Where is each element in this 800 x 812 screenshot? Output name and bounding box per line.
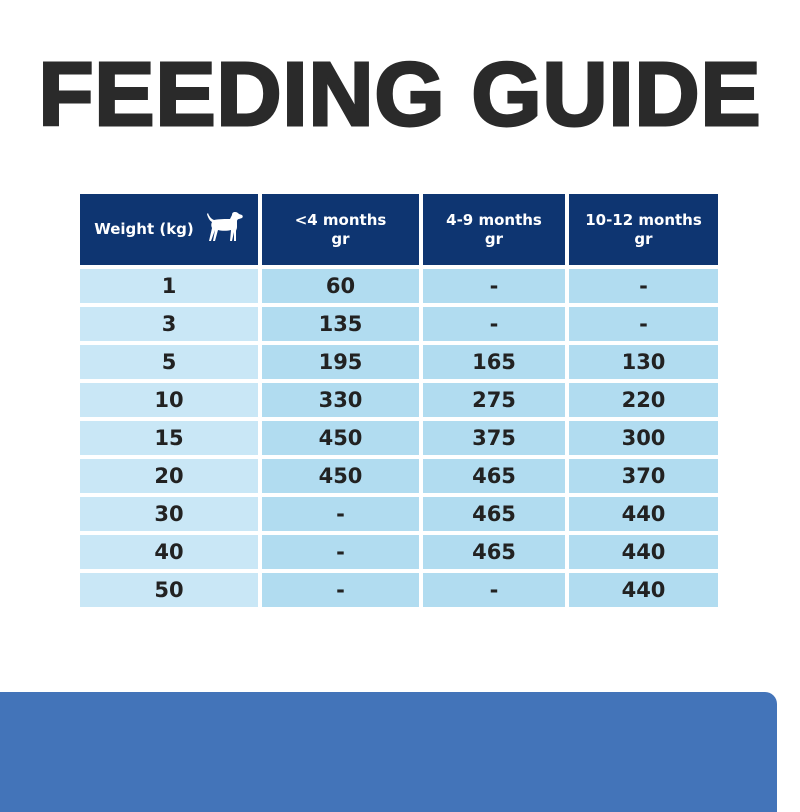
table-row: 10 330 275 220 <box>80 383 718 417</box>
amount-cell: 465 <box>423 535 565 569</box>
header-4-9-months: 4-9 months gr <box>423 194 565 265</box>
weight-cell: 50 <box>80 573 258 607</box>
table-row: 1 60- - <box>80 269 718 303</box>
feeding-table: Weight (kg) <4 months gr 4-9 months gr 10-… <box>76 190 722 611</box>
table-row: 15 450 375 300 <box>80 421 718 455</box>
weight-cell: 20 <box>80 459 258 493</box>
amount-cell: 275 <box>423 383 565 417</box>
table-row: 40-465 440 <box>80 535 718 569</box>
amount-cell: 370 <box>569 459 718 493</box>
amount-cell: 135 <box>262 307 419 341</box>
weight-cell: 40 <box>80 535 258 569</box>
amount-cell: 465 <box>423 497 565 531</box>
page-title: FEEDING GUIDE <box>37 45 762 145</box>
header-weight: Weight (kg) <box>80 194 258 265</box>
amount-cell: - <box>262 573 419 607</box>
header-under-4-months: <4 months gr <box>262 194 419 265</box>
amount-cell: 60 <box>262 269 419 303</box>
header-unit: gr <box>484 229 504 248</box>
header-unit: gr <box>331 229 350 248</box>
weight-cell: 15 <box>80 421 258 455</box>
header-unit: gr <box>634 229 653 248</box>
header-label: 10-12 months <box>585 210 702 229</box>
header-10-12-months: 10-12 months gr <box>569 194 718 265</box>
header-label: <4 months <box>294 210 387 229</box>
weight-cell: 10 <box>80 383 258 417</box>
amount-cell: 195 <box>262 345 419 379</box>
amount-cell: 465 <box>423 459 565 493</box>
table-row: 50- -440 <box>80 573 718 607</box>
amount-cell: - <box>423 269 565 303</box>
amount-cell: 130 <box>569 345 718 379</box>
bottom-panel <box>0 692 777 812</box>
table-row: 5 195 165 130 <box>80 345 718 379</box>
amount-cell: 450 <box>262 421 419 455</box>
weight-cell: 3 <box>80 307 258 341</box>
amount-cell: 375 <box>423 421 565 455</box>
amount-cell: - <box>569 269 718 303</box>
table-row: 30-465 440 <box>80 497 718 531</box>
header-row: Weight (kg) <4 months gr 4-9 months gr 10-… <box>80 194 718 265</box>
weight-cell: 1 <box>80 269 258 303</box>
amount-cell: 440 <box>569 573 718 607</box>
table-row: 3 135- - <box>80 307 718 341</box>
amount-cell: 450 <box>262 459 419 493</box>
amount-cell: 440 <box>569 535 718 569</box>
amount-cell: 165 <box>423 345 565 379</box>
weight-cell: 30 <box>80 497 258 531</box>
amount-cell: 440 <box>569 497 718 531</box>
dog-icon <box>204 210 244 249</box>
amount-cell: - <box>423 573 565 607</box>
amount-cell: - <box>423 307 565 341</box>
amount-cell: 330 <box>262 383 419 417</box>
amount-cell: - <box>262 497 419 531</box>
amount-cell: - <box>569 307 718 341</box>
header-label: Weight (kg) <box>94 220 194 238</box>
amount-cell: - <box>262 535 419 569</box>
header-label: 4-9 months <box>446 210 542 229</box>
amount-cell: 300 <box>569 421 718 455</box>
weight-cell: 5 <box>80 345 258 379</box>
amount-cell: 220 <box>569 383 718 417</box>
table-row: 20 450 465 370 <box>80 459 718 493</box>
